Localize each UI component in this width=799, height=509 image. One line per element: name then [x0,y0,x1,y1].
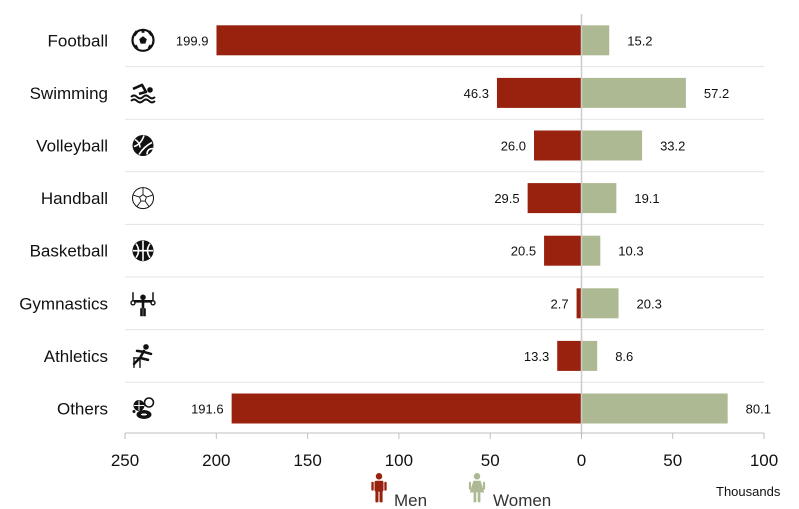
x-tick-label: 100 [750,451,778,470]
x-tick-label: 50 [663,451,682,470]
women-value-label: 20.3 [637,296,662,311]
women-value-label: 19.1 [634,191,659,206]
mixed-balls-icon [132,397,155,419]
women-value-label: 8.6 [615,349,633,364]
women-value-label: 10.3 [618,244,643,259]
legend-women-label: Women [493,491,551,509]
value-labels: 199.9 15.2 46.3 57.2 26.0 33.2 29.5 19.1 20.5 10.… [176,33,771,416]
men-value-label: 199.9 [176,33,209,48]
category-label: Basketball [30,242,108,261]
women-value-label: 33.2 [660,139,685,154]
men-value-label: 46.3 [464,86,489,101]
x-tick-label: 250 [111,451,139,470]
volleyball-icon [132,135,154,156]
women-bar [581,340,598,371]
x-tick-label: 0 [577,451,586,470]
x-tick-label: 150 [293,451,321,470]
men-bar [576,288,582,319]
women-bar [581,130,643,161]
men-bar [216,25,582,56]
women-bar [581,77,686,108]
man-icon [371,473,387,503]
men-value-label: 2.7 [550,296,568,311]
legend-men-label: Men [394,491,427,509]
women-bar [581,25,610,56]
hurdler-icon [132,344,153,368]
row-separators [125,66,764,383]
men-value-label: 191.6 [191,402,224,417]
category-label: Volleyball [36,137,108,156]
x-tick-label: 200 [202,451,230,470]
men-bar [534,130,582,161]
men-value-label: 29.5 [494,191,519,206]
men-bar [544,235,582,266]
x-axis: 250 200 150 100 50 0 50 100 [111,432,778,470]
category-labels: Football Swimming Volleyball Handball Basket… [19,31,108,418]
women-bar [581,393,728,424]
category-label: Swimming [30,84,108,103]
men-value-label: 26.0 [501,139,526,154]
basketball-icon [132,240,154,262]
swimmer-icon [130,83,156,104]
x-tick-label: 100 [385,451,413,470]
men-bar [496,77,582,108]
men-value-label: 13.3 [524,349,549,364]
unit-label: Thousands [716,484,781,499]
category-label: Others [57,400,108,419]
category-label: Football [48,31,108,50]
category-label: Handball [41,189,108,208]
gymnast-rings-icon [130,292,156,317]
woman-icon [468,473,486,503]
category-label: Gymnastics [19,294,108,313]
women-bars [581,25,728,424]
x-tick-label: 50 [481,451,500,470]
men-value-label: 20.5 [511,244,536,259]
soccer-ball-icon [131,28,155,52]
handball-icon [132,187,154,210]
women-bar [581,235,601,266]
women-value-label: 15.2 [627,33,652,48]
women-value-label: 57.2 [704,86,729,101]
men-bar [557,340,582,371]
men-bars [216,25,582,424]
women-bar [581,288,619,319]
women-value-label: 80.1 [746,402,771,417]
women-bar [581,183,617,214]
men-bar [527,183,582,214]
category-label: Athletics [44,347,108,366]
sport-icons [130,28,156,419]
legend: Men Women [371,473,551,509]
men-bar [231,393,582,424]
